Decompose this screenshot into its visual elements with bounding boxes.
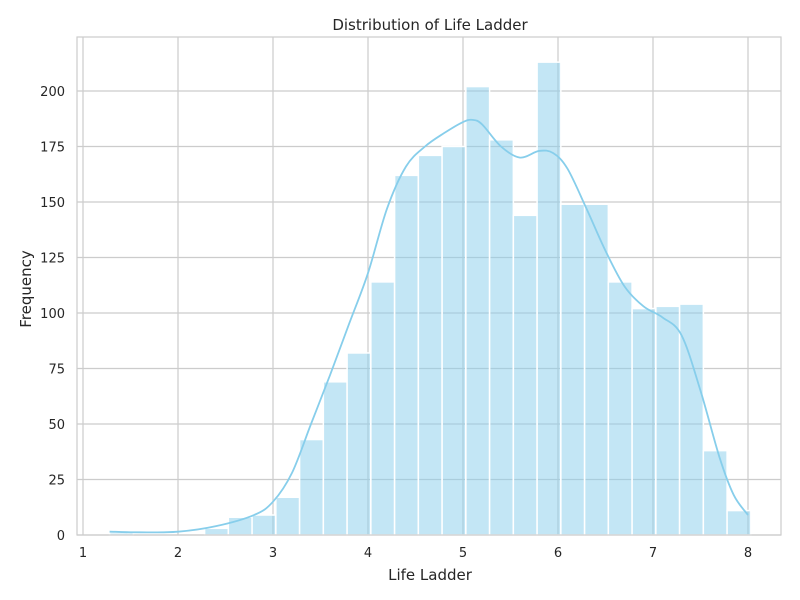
x-tick-label-7: 8	[744, 546, 752, 561]
x-tick-label-0: 1	[79, 546, 87, 561]
histogram-bar-8	[298, 438, 325, 536]
histogram-bar-13	[417, 154, 443, 536]
y-tick-label-4: 100	[40, 307, 65, 322]
histogram-bar-10	[346, 352, 372, 536]
x-tick-label-6: 7	[649, 546, 657, 561]
y-tick-label-3: 75	[48, 363, 65, 378]
histogram-bar-23	[655, 305, 681, 536]
x-axis-label: Life Ladder	[388, 566, 473, 584]
y-tick-label-1: 25	[48, 474, 65, 489]
x-tick-label-4: 5	[459, 546, 467, 561]
histogram-bar-19	[560, 203, 586, 536]
x-tick-label-5: 6	[554, 546, 562, 561]
histogram-bar-14	[441, 145, 467, 536]
histogram-bar-9	[322, 381, 348, 536]
kde-line	[109, 118, 749, 534]
histogram-bar-7	[275, 496, 301, 536]
histogram-bar-21	[607, 281, 633, 536]
y-tick-label-0: 0	[57, 529, 65, 544]
histogram-bar-4	[203, 527, 230, 536]
y-tick-label-6: 150	[40, 196, 65, 211]
y-tick-label-2: 50	[48, 418, 65, 433]
x-tick-label-1: 2	[174, 546, 182, 561]
y-tick-label-8: 200	[40, 85, 65, 100]
y-tick-labels: 0 25 50 75 100 125 150 175 200	[40, 85, 65, 544]
x-tick-label-3: 4	[364, 546, 372, 561]
histogram-bar-18	[536, 61, 562, 536]
kde-curve-group	[109, 118, 749, 534]
histogram-bar-22	[631, 307, 657, 536]
y-tick-label-7: 175	[40, 141, 65, 156]
y-axis-label: Frequency	[17, 250, 35, 328]
histogram-bar-25	[702, 449, 728, 536]
histogram-bar-15	[465, 85, 491, 536]
histogram-bar-12	[393, 174, 420, 536]
histogram-bars	[108, 61, 752, 536]
y-tick-label-5: 125	[40, 252, 65, 267]
histogram-bar-11	[370, 281, 396, 536]
histogram-bar-16	[488, 139, 515, 536]
x-tick-labels: 1 2 3 4 5 6 7 8	[79, 546, 752, 561]
histogram-bar-17	[512, 214, 538, 536]
x-tick-label-2: 3	[269, 546, 277, 561]
chart-title: Distribution of Life Ladder	[332, 16, 528, 34]
histogram-bar-6	[251, 514, 277, 536]
histogram-bar-20	[583, 203, 610, 536]
plot-frame	[76, 36, 782, 536]
